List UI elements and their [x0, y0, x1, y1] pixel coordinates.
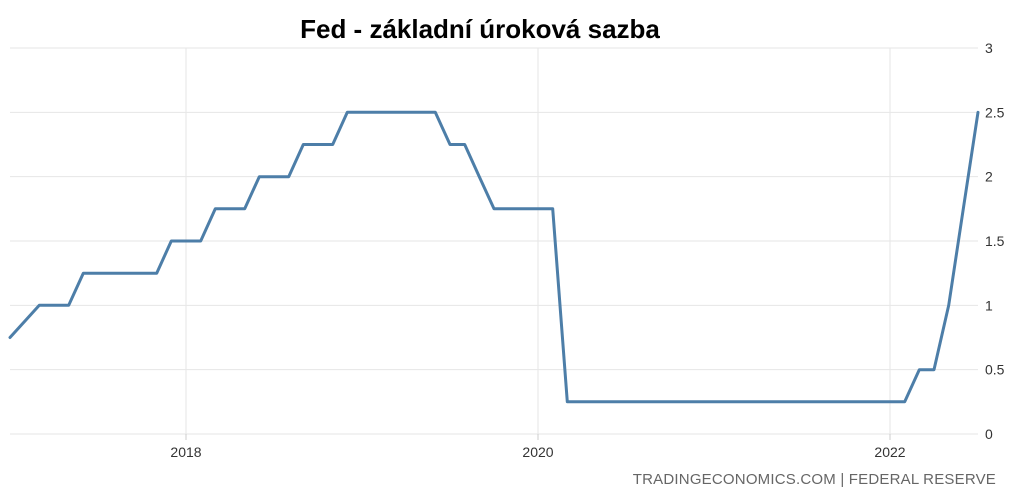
- y-tick-label: 2.5: [985, 104, 1005, 120]
- x-tick-label: 2018: [170, 444, 201, 460]
- grid-lines: [10, 47, 978, 440]
- x-tick-label: 2022: [874, 444, 905, 460]
- y-axis-ticks: 0 0.5 1 1.5 2 2.5 3: [985, 40, 1005, 442]
- x-tick-label: 2020: [522, 444, 553, 460]
- series-line: [8, 110, 980, 404]
- chart-title: Fed - základní úroková sazba: [300, 14, 660, 44]
- series-group: [8, 110, 980, 404]
- y-tick-label: 1: [985, 297, 993, 313]
- x-axis-ticks: 2018 2020 2022: [170, 444, 905, 460]
- y-tick-label: 3: [985, 40, 993, 56]
- y-tick-label: 2: [985, 169, 993, 185]
- y-tick-label: 0: [985, 426, 993, 442]
- y-tick-label: 0.5: [985, 362, 1005, 378]
- source-credit: TRADINGECONOMICS.COM | FEDERAL RESERVE: [632, 471, 996, 488]
- y-tick-label: 1.5: [985, 233, 1005, 249]
